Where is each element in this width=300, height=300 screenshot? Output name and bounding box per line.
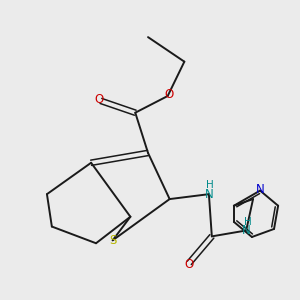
Text: H: H (244, 217, 251, 226)
Text: O: O (95, 93, 104, 106)
Text: O: O (164, 88, 174, 101)
Text: N: N (242, 224, 250, 237)
Text: N: N (256, 183, 265, 196)
Text: N: N (205, 188, 213, 201)
Text: O: O (184, 258, 194, 271)
Text: H: H (206, 180, 214, 190)
Text: S: S (109, 234, 116, 247)
